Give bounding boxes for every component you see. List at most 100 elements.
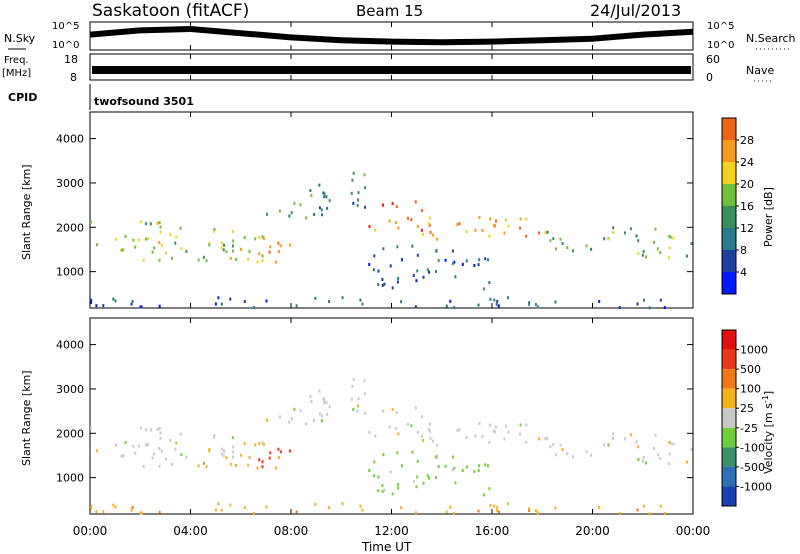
power-cell xyxy=(637,239,640,243)
power-cell xyxy=(549,239,552,243)
power-cell xyxy=(373,254,376,258)
power-cell xyxy=(474,228,477,232)
power-cell xyxy=(314,296,317,300)
velocity-cell xyxy=(229,503,232,507)
velocity-cell xyxy=(487,464,489,468)
velocity-cell xyxy=(140,511,143,515)
power-cell xyxy=(382,203,384,207)
power-cell xyxy=(566,246,569,250)
power-cell xyxy=(493,223,495,227)
power-cell xyxy=(436,237,439,241)
velocity-cell xyxy=(321,419,323,423)
power-cell xyxy=(656,247,659,251)
velocity-colorbar: 1000 500 100 25 -25 -100 -500 -1000 xyxy=(721,329,772,507)
power-cell xyxy=(453,306,456,310)
freq-trace xyxy=(92,66,691,74)
power-cell xyxy=(305,216,308,220)
velocity-cell xyxy=(372,474,375,478)
power-cell xyxy=(410,218,413,222)
power-cell xyxy=(643,298,645,302)
colorbar-segment xyxy=(722,140,736,162)
power-cell xyxy=(473,264,476,267)
velocity-cell xyxy=(436,443,439,447)
velocity-cell xyxy=(381,484,384,487)
power-cell xyxy=(519,226,522,230)
power-cell xyxy=(293,201,296,205)
velocity-cell xyxy=(397,483,400,486)
velocity-cell xyxy=(411,450,414,454)
velocity-cell xyxy=(401,464,404,468)
velocity-cell xyxy=(158,427,161,430)
power-cell xyxy=(350,191,353,195)
velocity-cell xyxy=(391,408,394,411)
freq-left-label: Freq. xyxy=(4,55,29,66)
power-cell xyxy=(554,300,557,304)
velocity-cell xyxy=(217,502,220,506)
velocity-cell xyxy=(90,504,93,508)
power-cell xyxy=(445,304,448,308)
power-cell xyxy=(231,230,234,234)
velocity-cell xyxy=(659,457,662,461)
power-cell xyxy=(538,231,541,235)
power-cell xyxy=(668,246,671,250)
power-cell xyxy=(623,231,626,235)
colorbar-tick-label: 1000 xyxy=(740,344,768,357)
y-tick-label: 4000 xyxy=(56,133,84,146)
power-cell xyxy=(416,269,419,273)
colorbar-tick-label: 16 xyxy=(740,200,754,213)
power-cell xyxy=(534,303,537,306)
velocity-cell xyxy=(341,502,344,506)
velocity-cell xyxy=(350,397,353,401)
velocity-cell xyxy=(388,425,391,429)
velocity-cell xyxy=(549,445,552,449)
power-cell xyxy=(641,253,644,257)
velocity-cell xyxy=(482,493,485,497)
power-cell xyxy=(525,234,528,238)
power-cell xyxy=(159,230,162,234)
velocity-cell xyxy=(220,452,223,456)
colorbar-segment xyxy=(722,272,736,294)
power-cell xyxy=(352,201,355,205)
velocity-cell xyxy=(444,464,447,468)
velocity-cell xyxy=(277,447,280,451)
power-cell xyxy=(458,222,461,226)
velocity-cell xyxy=(368,430,371,434)
velocity-cell xyxy=(274,466,277,470)
velocity-cell xyxy=(290,417,293,421)
velocity-cell xyxy=(323,401,326,405)
velocity-cell xyxy=(544,437,547,441)
power-cell xyxy=(158,241,161,244)
velocity-cell xyxy=(130,508,133,512)
power-cell xyxy=(465,259,468,263)
velocity-cell xyxy=(603,443,606,447)
power-cell xyxy=(266,212,268,216)
power-cell xyxy=(618,306,621,309)
velocity-cell xyxy=(140,426,143,430)
velocity-cell xyxy=(325,401,328,405)
velocity-cell xyxy=(137,444,140,448)
power-cell xyxy=(208,243,211,247)
velocity-cell xyxy=(153,452,156,456)
power-cell xyxy=(495,219,497,223)
velocity-cell xyxy=(519,432,522,436)
power-cell xyxy=(142,258,145,262)
velocity-cell xyxy=(322,397,325,401)
velocity-cell xyxy=(232,445,235,449)
power-cell xyxy=(231,244,234,248)
power-cell xyxy=(229,297,232,301)
velocity-cell xyxy=(222,454,225,458)
velocity-cell xyxy=(220,508,223,512)
power-cell xyxy=(428,222,431,226)
power-cell xyxy=(356,203,359,207)
velocity-cell xyxy=(364,411,367,415)
velocity-ylabel: Slant Range [km] xyxy=(20,370,33,466)
power-cell xyxy=(488,234,491,238)
power-cell xyxy=(90,298,93,302)
velocity-cell xyxy=(134,451,137,455)
power-cell xyxy=(505,218,507,222)
power-cell xyxy=(686,254,688,258)
velocity-cell xyxy=(407,422,409,426)
velocity-cell xyxy=(410,424,413,428)
velocity-cell xyxy=(506,502,509,506)
x-tick-label: 04:00 xyxy=(173,524,208,538)
